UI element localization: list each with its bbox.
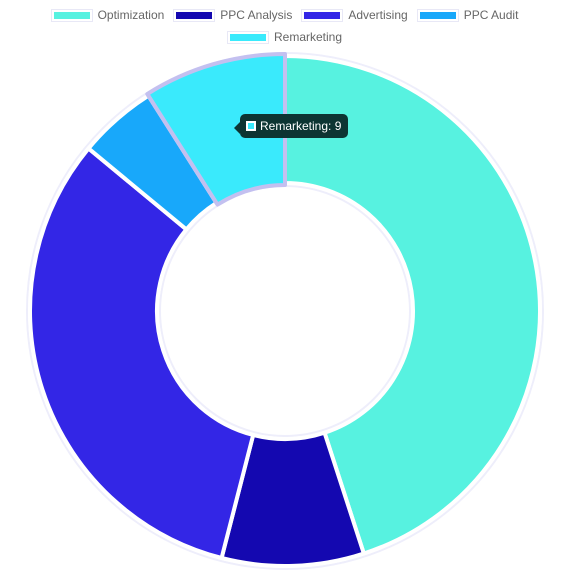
- slice-advertising[interactable]: [28, 146, 256, 560]
- slice-optimization[interactable]: [283, 54, 542, 556]
- legend-item-ppc-analysis[interactable]: PPC Analysis: [173, 8, 293, 22]
- legend-label: Advertising: [348, 8, 408, 22]
- legend-label: Optimization: [97, 8, 165, 22]
- legend-swatch: [416, 8, 459, 22]
- chart-legend: Optimization PPC Analysis Advertising PPC A…: [0, 4, 570, 48]
- legend-item-remarketing[interactable]: Remarketing: [226, 30, 343, 44]
- legend-swatch: [301, 8, 344, 22]
- chart-tooltip: Remarketing: 9: [233, 114, 349, 138]
- inner-ring-outline: [159, 185, 411, 437]
- legend-item-optimization[interactable]: Optimization: [50, 8, 165, 22]
- legend-swatch: [226, 30, 269, 44]
- tooltip-swatch: [246, 121, 256, 131]
- legend-label: PPC Analysis: [220, 8, 293, 22]
- legend-item-ppc-audit[interactable]: PPC Audit: [416, 8, 519, 22]
- slice-remarketing[interactable]: [145, 52, 287, 207]
- legend-label: Remarketing: [273, 30, 343, 44]
- tooltip-text: Remarketing: 9: [260, 119, 342, 133]
- legend-swatch: [50, 8, 93, 22]
- legend-item-advertising[interactable]: Advertising: [301, 8, 408, 22]
- legend-label: PPC Audit: [463, 8, 519, 22]
- legend-swatch: [173, 8, 216, 22]
